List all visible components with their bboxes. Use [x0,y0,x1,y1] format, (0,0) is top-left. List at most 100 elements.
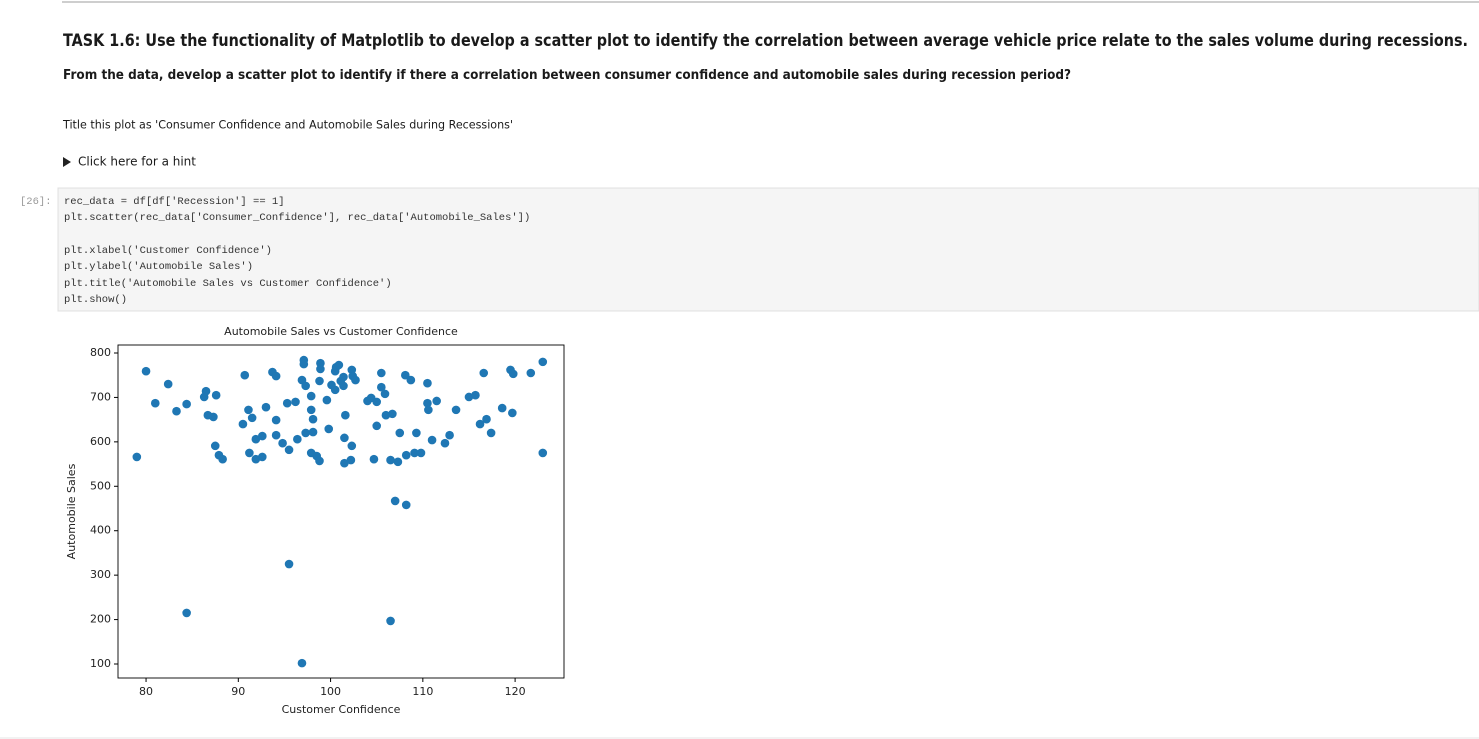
scatter-point [257,452,267,462]
scatter-point [369,454,379,464]
scatter-point [284,559,294,569]
code-line: plt.xlabel('Customer Confidence') [64,245,272,257]
scatter-point [388,409,397,419]
scatter-point [479,368,489,378]
scatter-point [301,428,310,438]
scatter-point [182,399,191,409]
scatter-point [395,428,405,438]
scatter-point [386,616,395,626]
scatter-point [340,433,349,443]
scatter-point [218,454,227,464]
scatter-point [247,413,257,423]
scatter-point [406,375,416,385]
scatter-point [423,378,432,388]
scatter-point [410,448,419,458]
code-line: plt.ylabel('Automobile Sales') [64,261,253,273]
scatter-point [293,434,302,444]
scatter-point [482,414,491,424]
scatter-point [330,385,340,395]
scatter-point [238,419,248,429]
chart-title: Automobile Sales vs Customer Confidence [224,325,458,338]
scatter-point [424,405,433,415]
plot-frame [117,344,565,679]
scatter-point [306,391,316,401]
scatter-point [351,375,360,385]
code-cell[interactable] [57,187,1479,312]
task-subtitle: From the data, develop a scatter plot to… [63,67,1071,83]
scatter-point [172,406,181,416]
scatter-point [386,455,395,465]
scatter-point [163,379,173,389]
scatter-point [251,454,261,464]
scatter-point [334,360,344,370]
scatter-point [315,376,324,386]
cell-prompt: [26]: [20,196,52,208]
scatter-point [538,448,548,458]
scatter-point [306,405,316,415]
scatter-point [150,398,160,408]
scatter-point [464,392,474,402]
scatter-point [451,405,461,415]
scatter-point [416,448,426,458]
scatter-point [308,414,318,424]
scatter-point [486,428,496,438]
x-tick-label: 80 [139,685,153,698]
y-tick-label: 800 [90,346,111,359]
x-tick-label: 90 [231,685,245,698]
scatter-point [339,372,348,382]
scatter-point [372,397,382,407]
scatter-point [381,410,391,420]
scatter-point [412,428,421,438]
scatter-point [341,410,350,420]
scatter-point [271,415,281,425]
y-axis-label: Automobile Sales [65,463,78,559]
scatter-point [339,381,348,391]
scatter-point [245,448,254,458]
scatter-point [271,371,281,381]
hint-toggle[interactable]: Click here for a hint [78,155,196,169]
y-tick-label: 400 [90,524,111,537]
scatter-point [445,430,454,440]
scatter-point [380,389,390,399]
scatter-point [427,435,437,445]
y-tick-label: 500 [90,479,111,492]
x-tick-label: 100 [320,685,341,698]
scatter-point [432,396,441,406]
scatter-point [393,457,403,467]
scatter-point [282,398,292,408]
y-tick-label: 100 [90,657,111,670]
y-tick-label: 200 [90,613,111,626]
scatter-point [244,405,253,415]
scatter-point [401,450,411,460]
code-line: plt.title('Automobile Sales vs Customer … [64,278,392,290]
scatter-point [316,364,325,374]
scatter-point [308,427,318,437]
scatter-point [201,386,211,396]
scatter-point [278,438,287,448]
scatter-point [471,390,480,400]
instruction: Title this plot as 'Consumer Confidence … [62,118,513,132]
scatter-point [299,359,309,369]
scatter-point [390,496,400,506]
y-tick-label: 700 [90,390,111,403]
hint-arrow[interactable] [63,157,71,167]
scatter-point [372,421,382,431]
scatter-point [508,408,517,418]
scatter-point [377,382,386,392]
scatter-point [508,369,518,379]
scatter-point [322,395,332,405]
scatter-point [209,412,218,422]
scatter-point [340,458,349,468]
scatter-point [211,390,221,400]
scatter-point [297,658,307,668]
scatter-point [401,500,411,510]
scatter-point [291,397,300,407]
x-tick-label: 120 [505,685,526,698]
scatter-point [538,357,548,367]
y-tick-label: 300 [90,568,111,581]
scatter-point [261,402,271,412]
scatter-point [324,424,334,434]
scatter-point [423,398,432,408]
scatter-point [526,368,536,378]
scatter-point [475,419,485,429]
